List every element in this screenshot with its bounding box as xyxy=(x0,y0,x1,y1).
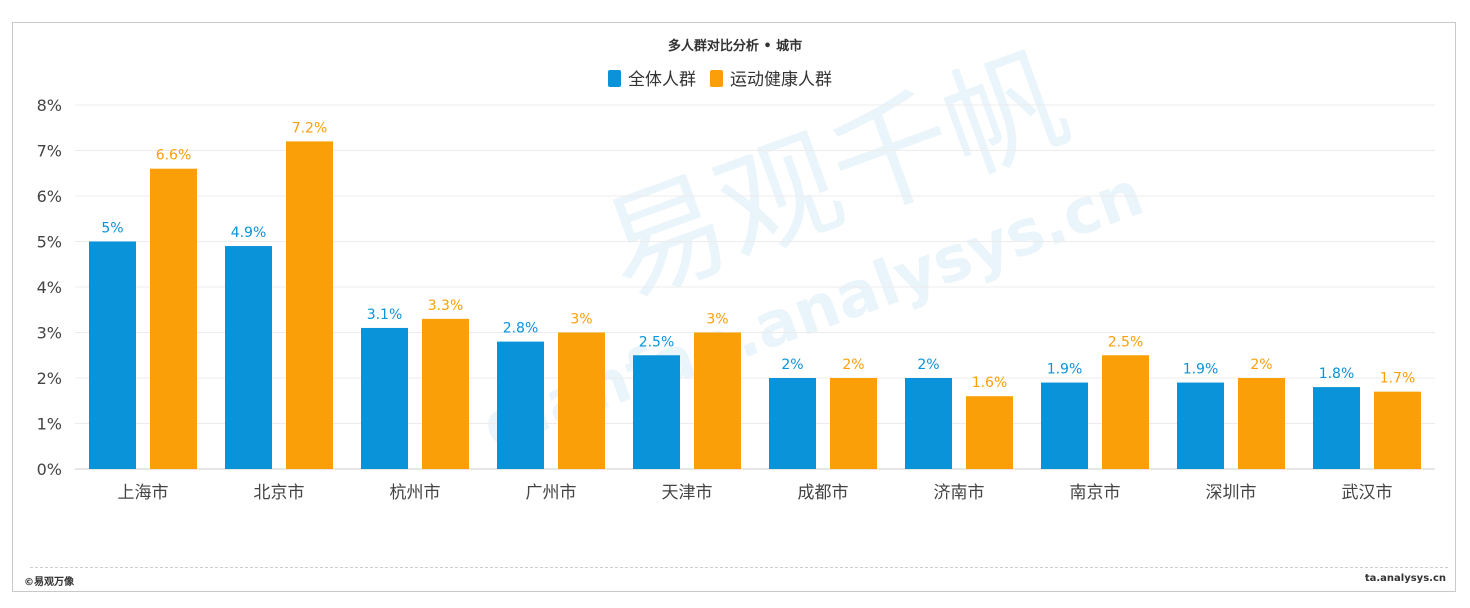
x-tick-label: 武汉市 xyxy=(1342,483,1393,503)
data-label: 2.5% xyxy=(639,334,675,350)
x-tick-label: 北京市 xyxy=(254,483,305,503)
x-tick-label: 广州市 xyxy=(526,483,577,503)
bar xyxy=(225,246,272,469)
y-tick-label: 6% xyxy=(37,187,62,206)
data-label: 4.9% xyxy=(231,225,267,241)
bar xyxy=(286,141,333,469)
x-tick-label: 天津市 xyxy=(662,483,713,503)
y-tick-label: 4% xyxy=(37,278,62,297)
data-label: 2.5% xyxy=(1108,334,1144,350)
x-tick-label: 杭州市 xyxy=(390,483,441,503)
bar xyxy=(1177,382,1224,469)
legend-swatch xyxy=(710,70,723,87)
legend-label: 全体人群 xyxy=(628,70,696,90)
x-tick-label: 南京市 xyxy=(1070,483,1121,503)
data-label: 1.6% xyxy=(972,375,1008,391)
bar xyxy=(769,378,816,469)
bars: 5% 6.6% 4.9% 7.2% 3.1% 3.3% 2.8% 3% 2.5% 3% 2% 2% 2%… xyxy=(89,120,1421,469)
legend-label: 运动健康人群 xyxy=(730,70,832,90)
data-label: 3% xyxy=(570,312,592,328)
y-tick-label: 1% xyxy=(37,415,62,434)
y-tick-label: 0% xyxy=(37,460,62,479)
bar xyxy=(966,396,1013,469)
y-tick-label: 3% xyxy=(37,324,62,343)
bar xyxy=(1041,382,1088,469)
bar xyxy=(361,327,408,469)
x-axis: 上海市 北京市 杭州市 广州市 天津市 成都市 济南市 南京市 深圳市 武汉市 xyxy=(118,483,1393,503)
legend-swatch xyxy=(608,70,621,87)
bar xyxy=(830,378,877,469)
data-label: 3.1% xyxy=(367,307,403,323)
footer-brand: ©易观万像 xyxy=(24,577,74,588)
footer-divider xyxy=(30,567,1448,568)
legend: 全体人群 运动健康人群 xyxy=(608,70,832,90)
bar xyxy=(497,341,544,469)
data-label: 1.9% xyxy=(1047,362,1083,378)
bar xyxy=(89,241,136,469)
y-tick-label: 2% xyxy=(37,369,62,388)
y-tick-label: 8% xyxy=(37,96,62,115)
bar xyxy=(1102,355,1149,469)
data-label: 6.6% xyxy=(156,148,192,164)
chart-title: 多人群对比分析 • 城市 xyxy=(668,38,802,54)
data-label: 2% xyxy=(781,357,803,373)
y-tick-label: 7% xyxy=(37,142,62,161)
data-label: 2.8% xyxy=(503,321,539,337)
footer-url: ta.analysys.cn xyxy=(1364,573,1446,584)
data-label: 2% xyxy=(917,357,939,373)
bar xyxy=(905,378,952,469)
y-axis: 0% 1% 2% 3% 4% 5% 6% 7% 8% xyxy=(37,96,62,479)
x-tick-label: 成都市 xyxy=(798,483,849,503)
bar xyxy=(150,168,197,469)
data-label: 7.2% xyxy=(292,120,328,136)
x-tick-label: 济南市 xyxy=(934,483,985,503)
x-tick-label: 深圳市 xyxy=(1206,483,1257,503)
data-label: 3% xyxy=(706,312,728,328)
bar xyxy=(1238,378,1285,469)
bar xyxy=(1374,391,1421,469)
data-label: 3.3% xyxy=(428,298,464,314)
data-label: 1.9% xyxy=(1183,362,1219,378)
data-label: 2% xyxy=(1250,357,1272,373)
bar xyxy=(422,318,469,469)
x-tick-label: 上海市 xyxy=(118,483,169,503)
data-label: 1.8% xyxy=(1319,366,1355,382)
data-label: 2% xyxy=(842,357,864,373)
bar xyxy=(633,355,680,469)
bar xyxy=(558,332,605,469)
data-label: 1.7% xyxy=(1380,371,1416,387)
data-label: 5% xyxy=(101,221,123,237)
bar xyxy=(694,332,741,469)
y-tick-label: 5% xyxy=(37,233,62,252)
bar xyxy=(1313,387,1360,469)
